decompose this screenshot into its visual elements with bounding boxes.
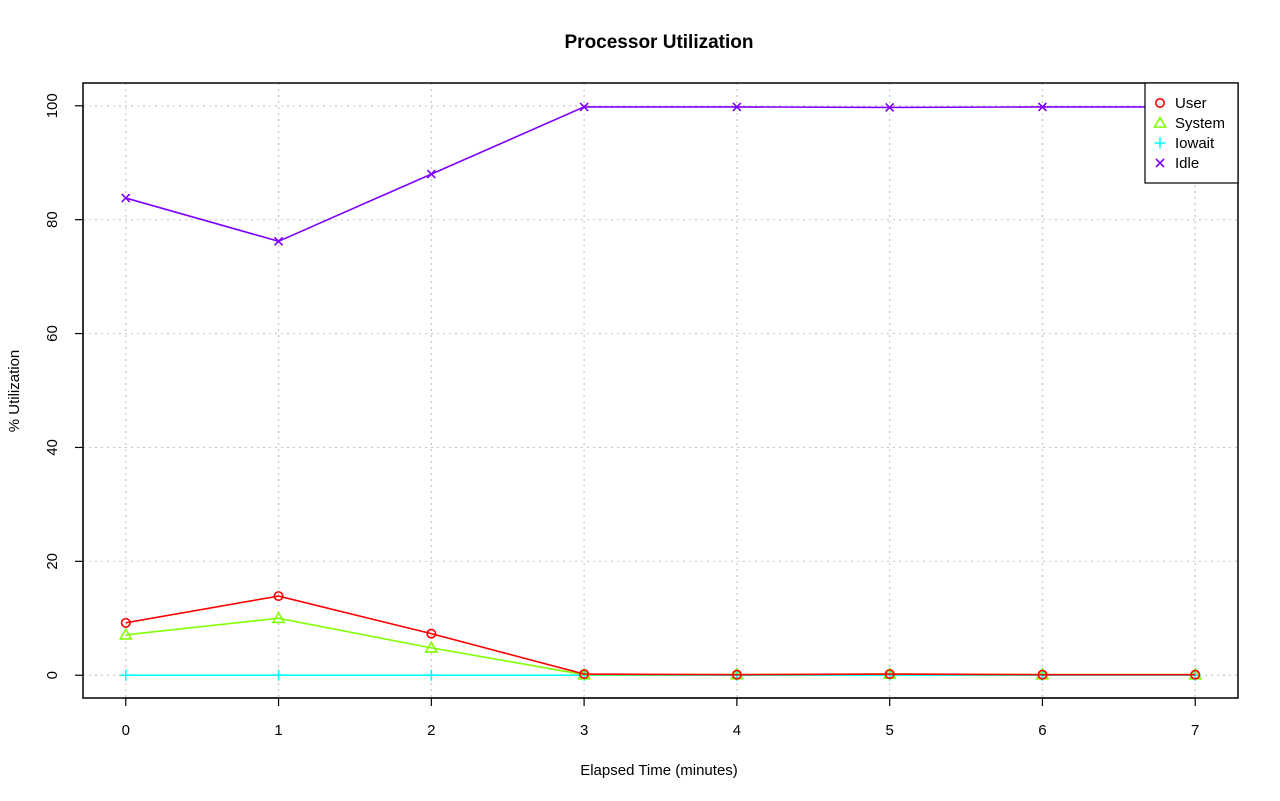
- y-tick-label: 80: [44, 211, 61, 228]
- user-point: [120, 617, 131, 628]
- idle-point: [426, 169, 436, 179]
- idle-point: [273, 236, 284, 246]
- y-tick-label: 20: [44, 553, 61, 570]
- legend-user-label: User: [1175, 95, 1207, 112]
- x-tick-label: 4: [733, 722, 741, 739]
- x-tick-label: 5: [885, 722, 893, 739]
- system-point: [424, 640, 439, 653]
- grid-lines: [83, 83, 1238, 698]
- axes: 0 1 2 3 4 5 6 7 0 20 40 60 80 100: [44, 93, 1199, 739]
- iowait-point: [425, 669, 437, 681]
- legend-user-symbol: [1155, 98, 1166, 109]
- y-tick-label: 40: [44, 439, 61, 456]
- legend-item-user: User: [1155, 95, 1207, 112]
- y-axis-title: % Utilization: [6, 350, 23, 433]
- idle-line: [125, 106, 1196, 243]
- user-point: [426, 628, 437, 639]
- x-tick-label: 0: [122, 722, 130, 739]
- iowait-point: [120, 669, 132, 681]
- x-tick-label: 1: [274, 722, 282, 739]
- series-user: [120, 591, 1201, 680]
- legend-iowait-symbol: [1154, 137, 1166, 149]
- idle-point: [121, 193, 131, 203]
- legend-idle-symbol: [1155, 158, 1165, 168]
- y-tick-label: 100: [44, 93, 61, 118]
- series-idle: [121, 102, 1200, 246]
- legend: User System Iowait Idle: [1144, 82, 1239, 184]
- user-line: [125, 595, 1196, 676]
- user-point: [1190, 669, 1201, 680]
- legend-item-iowait: Iowait: [1154, 135, 1215, 152]
- system-point: [118, 627, 133, 640]
- legend-system-symbol: [1153, 115, 1167, 128]
- x-tick-label: 3: [580, 722, 588, 739]
- system-line: [125, 617, 1196, 676]
- legend-iowait-label: Iowait: [1175, 135, 1215, 152]
- idle-point: [732, 102, 742, 112]
- user-point: [579, 669, 590, 680]
- series-system: [118, 611, 1203, 680]
- x-tick-label: 7: [1191, 722, 1199, 739]
- chart-title: Processor Utilization: [565, 32, 754, 53]
- y-tick-label: 0: [44, 671, 61, 679]
- x-axis-title: Elapsed Time (minutes): [580, 762, 738, 779]
- iowait-point: [273, 669, 285, 681]
- user-point: [731, 669, 742, 680]
- idle-point: [885, 102, 895, 113]
- legend-box: [1144, 82, 1239, 184]
- legend-system-label: System: [1175, 115, 1225, 132]
- plot-area-frame: [82, 82, 1239, 699]
- y-tick-label: 60: [44, 325, 61, 342]
- idle-point: [579, 102, 589, 112]
- system-point: [271, 611, 286, 624]
- legend-item-idle: Idle: [1155, 155, 1199, 172]
- user-point: [1037, 669, 1048, 680]
- x-tick-label: 6: [1038, 722, 1046, 739]
- legend-idle-label: Idle: [1175, 155, 1199, 172]
- user-point: [884, 669, 895, 680]
- x-tick-label: 2: [427, 722, 435, 739]
- legend-item-system: System: [1153, 115, 1225, 132]
- series-layer: [118, 102, 1203, 681]
- user-point: [273, 591, 284, 602]
- idle-point: [1037, 102, 1048, 112]
